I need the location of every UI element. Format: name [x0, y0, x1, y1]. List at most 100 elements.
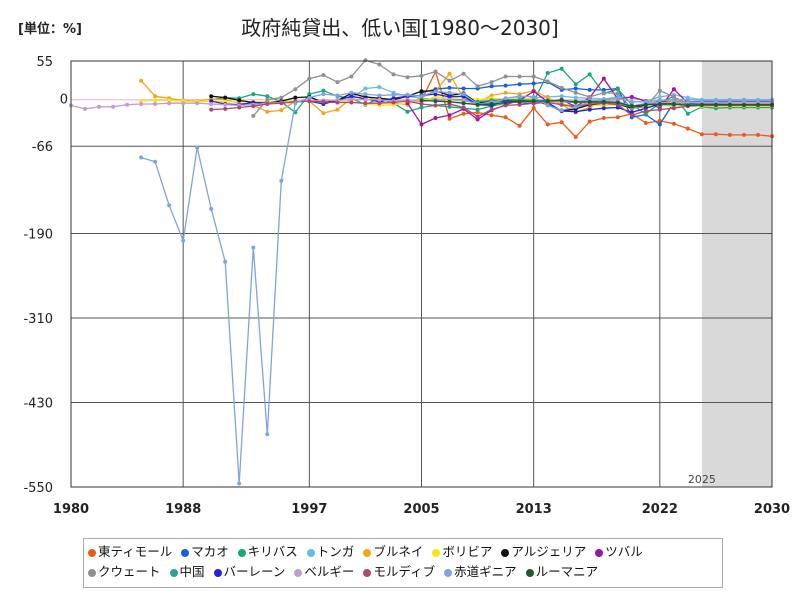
- data-point: [742, 98, 746, 103]
- legend-swatch: [306, 548, 315, 557]
- data-point: [503, 103, 508, 108]
- y-tick-label: 0: [60, 93, 68, 108]
- data-point: [756, 132, 760, 137]
- data-point: [293, 95, 298, 100]
- legend-swatch: [169, 568, 178, 577]
- data-point: [629, 104, 634, 109]
- data-point: [433, 103, 438, 108]
- data-point: [139, 102, 144, 106]
- data-point: [251, 104, 256, 109]
- data-point: [223, 102, 228, 107]
- data-point: [699, 98, 704, 103]
- data-point: [559, 120, 564, 125]
- data-point: [727, 98, 732, 103]
- data-point: [237, 98, 242, 103]
- data-point: [531, 89, 536, 94]
- legend-item: クウェート: [88, 562, 161, 582]
- data-point: [573, 104, 578, 109]
- legend: 東ティモール マカオ キリバス トンガ ブルネイ ボリビア アルジェリア ツバルクウェート 中国…: [83, 538, 723, 588]
- data-point: [223, 95, 228, 100]
- data-point: [167, 203, 172, 208]
- data-point: [391, 92, 396, 97]
- data-point: [727, 102, 732, 107]
- data-point: [419, 102, 424, 106]
- legend-item: ルーマニア: [525, 562, 598, 582]
- data-point: [419, 73, 424, 78]
- data-point: [433, 89, 438, 94]
- data-point: [587, 94, 592, 99]
- x-tick-label: 2022: [642, 502, 678, 517]
- data-point: [671, 87, 676, 92]
- legend-swatch: [501, 548, 510, 557]
- data-point: [643, 121, 648, 125]
- data-point: [307, 92, 312, 97]
- data-point: [335, 100, 340, 105]
- data-point: [503, 96, 508, 101]
- data-point: [265, 94, 270, 99]
- data-point: [377, 93, 382, 98]
- data-point: [503, 90, 508, 95]
- data-point: [391, 100, 396, 105]
- y-tick-label: -310: [23, 312, 53, 327]
- data-point: [685, 97, 690, 102]
- legend-swatch: [525, 568, 534, 577]
- data-point: [447, 104, 452, 109]
- data-point: [531, 74, 536, 79]
- data-point: [447, 99, 452, 104]
- data-point: [251, 245, 256, 250]
- legend-item: 赤道ギニア: [444, 562, 517, 582]
- data-point: [377, 97, 382, 102]
- legend-label: 赤道ギニア: [454, 564, 517, 579]
- data-point: [559, 94, 564, 99]
- data-point: [433, 116, 438, 120]
- legend-swatch: [363, 568, 372, 577]
- data-point: [601, 87, 606, 92]
- legend-item: 中国: [169, 562, 205, 582]
- data-point: [433, 69, 438, 74]
- legend-label: ベルギー: [304, 564, 355, 579]
- data-point: [517, 74, 522, 79]
- data-point: [377, 62, 382, 67]
- data-point: [321, 88, 326, 93]
- data-point: [629, 113, 634, 118]
- data-point: [279, 108, 284, 113]
- data-point: [377, 85, 382, 90]
- data-point: [489, 84, 494, 89]
- data-point: [489, 107, 494, 112]
- data-point: [643, 99, 648, 104]
- data-point: [545, 79, 550, 84]
- data-point: [209, 99, 214, 104]
- data-point: [349, 97, 354, 102]
- data-point: [545, 122, 550, 127]
- legend-label: モルディブ: [373, 564, 436, 579]
- legend-item: ブルネイ: [363, 542, 423, 562]
- data-point: [209, 94, 214, 99]
- data-point: [587, 119, 592, 124]
- y-tick-label: -430: [23, 397, 53, 412]
- data-point: [587, 72, 592, 77]
- data-point: [181, 238, 186, 243]
- data-point: [461, 105, 466, 110]
- series-layer: [69, 58, 774, 486]
- chart-title: 政府純貸出、低い国[1980～2030]: [241, 16, 559, 40]
- data-point: [321, 73, 326, 78]
- data-point: [363, 97, 368, 102]
- data-point: [559, 66, 564, 71]
- data-point: [756, 102, 760, 107]
- legend-item: ベルギー: [294, 562, 354, 582]
- data-point: [405, 75, 410, 80]
- data-point: [461, 111, 466, 116]
- legend-item: キリバス: [237, 542, 298, 562]
- data-point: [251, 92, 256, 97]
- data-point: [713, 102, 718, 107]
- data-point: [209, 107, 214, 112]
- data-point: [237, 481, 242, 486]
- y-tick-label: -550: [23, 481, 53, 496]
- data-point: [573, 99, 578, 104]
- data-point: [475, 102, 480, 107]
- data-point: [461, 98, 466, 103]
- data-point: [153, 102, 158, 106]
- data-point: [447, 85, 452, 90]
- data-point: [335, 107, 340, 112]
